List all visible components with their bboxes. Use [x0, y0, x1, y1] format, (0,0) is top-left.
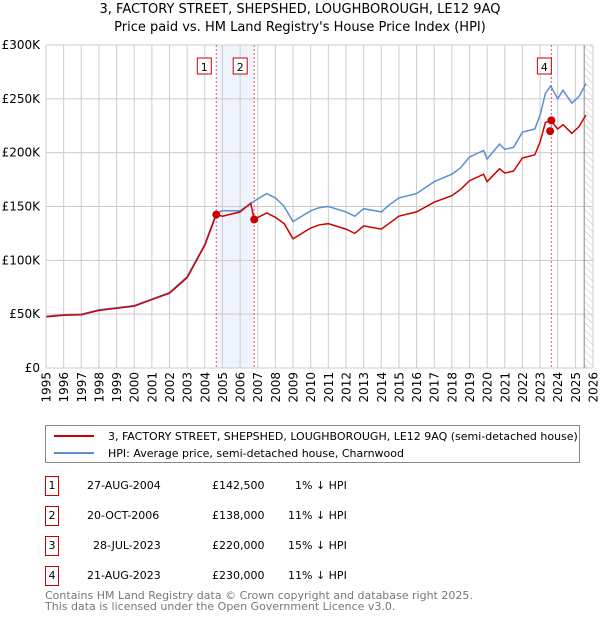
legend-swatch [54, 452, 94, 454]
y-tick-label: £250K [2, 92, 42, 106]
footer-line: Contains HM Land Registry data © Crown c… [45, 589, 473, 602]
sale-row: 2 20-OCT-2006 £138,000 11% ↓ HPI [45, 506, 565, 526]
x-tick-label: 2011 [322, 372, 336, 403]
x-tick-label: 2021 [498, 372, 512, 403]
x-tick-label: 2014 [375, 372, 389, 403]
x-tick-label: 2016 [410, 372, 424, 403]
sale-row: 3 28-JUL-2023 £220,000 15% ↓ HPI [45, 536, 565, 556]
y-tick-label: £150K [2, 200, 42, 214]
sale-number: 2 [45, 506, 59, 526]
plot-area: 1995 1996 1997 1998 1999 2000 2001 2002 2003 2004… [2, 38, 600, 403]
legend-item-property: 3, FACTORY STREET, SHEPSHED, LOUGHBOROUG… [54, 428, 578, 444]
x-tick-label: 2003 [181, 372, 195, 403]
sale-point [546, 127, 555, 136]
x-tick-label: 2002 [163, 372, 177, 403]
sale-row: 4 21-AUG-2023 £230,000 11% ↓ HPI [45, 566, 565, 586]
sale-date: 27-AUG-2004 [87, 479, 161, 492]
sale-hpi-diff: 1% ↓ HPI [295, 479, 347, 492]
x-tick-label: 2022 [516, 372, 530, 403]
sale-label: 2 [237, 61, 244, 74]
y-tick-label: £100K [2, 253, 42, 267]
sale-number: 4 [45, 566, 59, 586]
sale-row: 1 27-AUG-2004 £142,500 1% ↓ HPI [45, 476, 565, 496]
x-tick-label: 1997 [75, 372, 89, 403]
x-tick-label: 2026 [587, 372, 600, 403]
sale-date: 20-OCT-2006 [87, 509, 160, 522]
sale-label: 1 [201, 61, 208, 74]
legend-label: 3, FACTORY STREET, SHEPSHED, LOUGHBOROUG… [108, 429, 578, 443]
chart-subtitle: Price paid vs. HM Land Registry's House … [114, 20, 486, 35]
chart-title: 3, FACTORY STREET, SHEPSHED, LOUGHBOROUG… [99, 2, 501, 17]
sale-label: 4 [541, 61, 548, 74]
sale-label-box [196, 57, 212, 75]
sale-number: 3 [45, 536, 59, 556]
sale-hpi-diff: 15% ↓ HPI [288, 539, 347, 552]
x-tick-label: 2012 [340, 372, 354, 403]
y-tick-label: £200K [2, 146, 42, 160]
x-tick-label: 2005 [216, 372, 230, 403]
sale-date: 21-AUG-2023 [87, 569, 161, 582]
sale-label-box [536, 57, 552, 75]
x-tick-label: 2017 [428, 372, 442, 403]
legend-label: HPI: Average price, semi-detached house,… [108, 446, 404, 460]
legend-swatch [54, 435, 94, 437]
sale-point [547, 116, 556, 125]
sale-hpi-diff: 11% ↓ HPI [288, 509, 347, 522]
sale-price: £220,000 [212, 539, 265, 552]
x-tick-label: 2019 [463, 372, 477, 403]
x-tick-label: 2007 [251, 372, 265, 403]
x-tick-label: 2004 [198, 372, 212, 403]
x-tick-label: 2018 [445, 372, 459, 403]
sale-hpi-diff: 11% ↓ HPI [288, 569, 347, 582]
x-tick-label: 2023 [534, 372, 548, 403]
x-tick-label: 2020 [481, 372, 495, 403]
x-tick-label: 2000 [128, 372, 142, 403]
y-tick-label: £300K [2, 38, 42, 52]
sale-label-box [232, 57, 248, 75]
x-tick-label: 2015 [392, 372, 406, 403]
x-tick-label: 2006 [234, 372, 248, 403]
x-tick-label: 1995 [40, 372, 54, 403]
footer: Contains HM Land Registry data © Crown c… [45, 590, 473, 612]
x-tick-label: 2024 [551, 372, 565, 403]
sale-price: £142,500 [212, 479, 265, 492]
x-tick-label: 2009 [287, 372, 301, 403]
x-tick-label: 1998 [92, 372, 106, 403]
sale-price: £138,000 [212, 509, 265, 522]
sale-price: £230,000 [212, 569, 265, 582]
legend: 3, FACTORY STREET, SHEPSHED, LOUGHBOROUG… [45, 425, 580, 463]
sale-date: 28-JUL-2023 [93, 539, 161, 552]
x-tick-label: 2008 [269, 372, 283, 403]
x-tick-label: 1999 [110, 372, 124, 403]
y-tick-label: £50K [9, 307, 41, 321]
x-tick-label: 2025 [569, 372, 583, 403]
sale-point [250, 215, 259, 224]
sale-number: 1 [45, 476, 59, 496]
x-tick-label: 2001 [145, 372, 159, 403]
footer-line: This data is licensed under the Open Gov… [45, 600, 396, 613]
sale-point [212, 210, 221, 219]
x-tick-label: 1996 [57, 372, 71, 403]
x-tick-label: 2010 [304, 372, 318, 403]
x-tick-label: 2013 [357, 372, 371, 403]
series-line [45, 114, 587, 318]
y-tick-label: £0 [25, 361, 40, 375]
legend-item-hpi: HPI: Average price, semi-detached house,… [54, 445, 404, 461]
